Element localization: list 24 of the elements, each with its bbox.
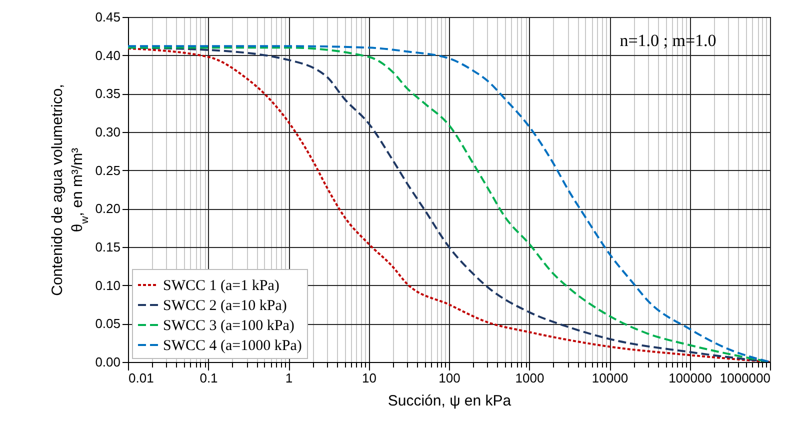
- x-tick-label: 0.01: [128, 370, 154, 386]
- x-tick-label: 100000: [668, 370, 712, 386]
- x-tick-label: 1: [285, 370, 293, 386]
- y-tick-label: 0.00: [95, 354, 120, 370]
- y-tick-label: 0.05: [95, 316, 120, 332]
- y-tick-label: 0.40: [95, 48, 120, 63]
- x-tick-label: 10000: [592, 370, 628, 386]
- legend-label: SWCC 3 (a=100 kPa): [163, 318, 294, 334]
- x-tick-label: 100: [438, 370, 460, 386]
- x-tick-label: 1000: [515, 370, 544, 386]
- y-tick-label: 0.35: [95, 86, 120, 102]
- y-tick-label: 0.45: [95, 10, 120, 24]
- y-tick-label: 0.20: [95, 201, 120, 216]
- x-tick-label: 10: [362, 370, 376, 386]
- x-tick-label: 1000000: [720, 370, 770, 386]
- y-tick-label: 0.15: [95, 240, 120, 254]
- x-tick-label: 0.1: [200, 370, 218, 386]
- y-tick-label: 0.25: [95, 162, 120, 178]
- legend-label: SWCC 2 (a=10 kPa): [163, 298, 287, 314]
- legend-label: SWCC 4 (a=1000 kPa): [163, 338, 302, 354]
- y-tick-label: 0.30: [95, 124, 120, 140]
- x-axis-title: Succión, ψ en kPa: [388, 392, 512, 410]
- legend-label: SWCC 1 (a=1 kPa): [163, 278, 280, 294]
- y-tick-label: 0.10: [95, 278, 120, 293]
